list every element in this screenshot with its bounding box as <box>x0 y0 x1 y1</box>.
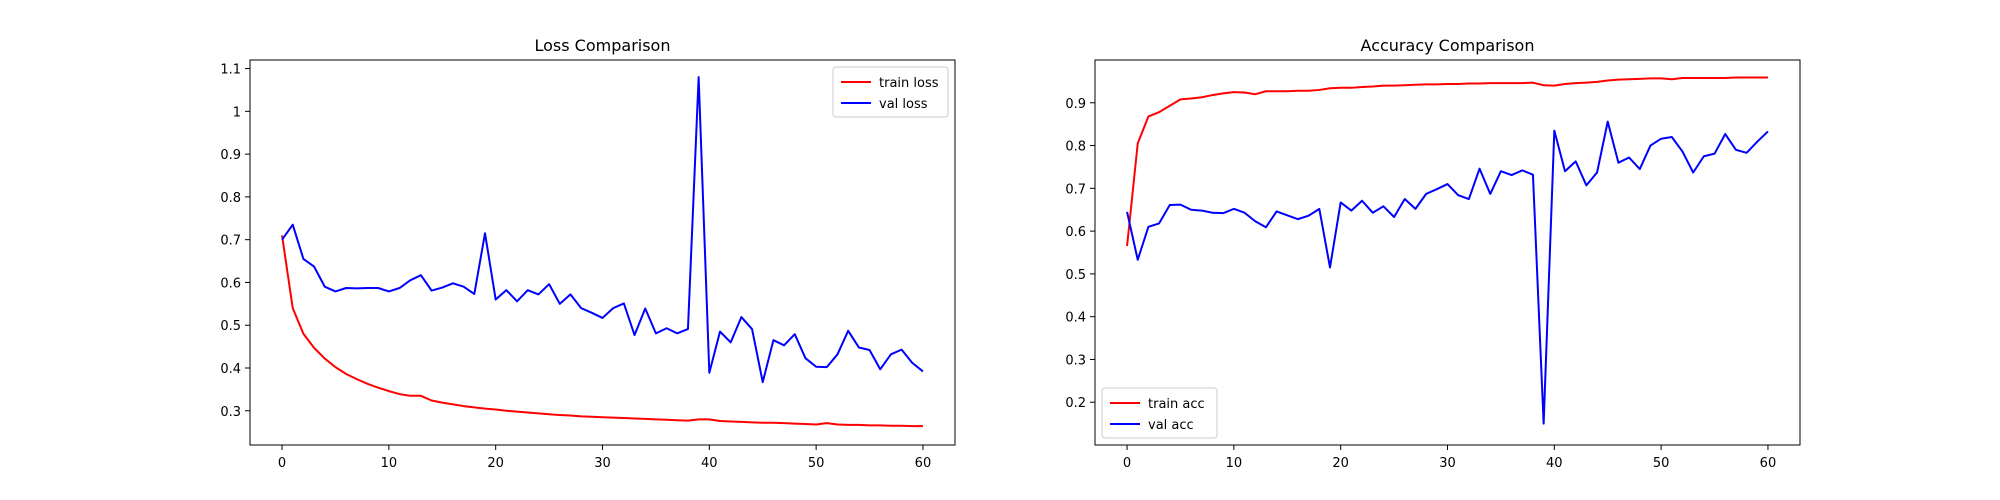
loss-y-tick-label: 1.1 <box>220 63 241 78</box>
loss-series-lines <box>281 76 924 428</box>
loss-x-tick-label: 50 <box>808 456 825 471</box>
accuracy-legend-box <box>1101 387 1218 439</box>
accuracy-y-tick-label: 0.5 <box>1065 268 1086 283</box>
loss-x-tick-label: 10 <box>381 456 398 471</box>
accuracy-series-lines <box>1126 76 1769 425</box>
accuracy-y-tick-label: 0.2 <box>1065 396 1086 411</box>
loss-y-tick-label: 0.7 <box>220 234 241 249</box>
accuracy-y-axis: 0.2 0.3 0.4 0.5 0.6 0.7 0.8 0.9 <box>1065 97 1095 411</box>
accuracy-chart: Accuracy Comparison 0 10 20 30 40 50 60 0.2 0.3… <box>1065 36 1801 471</box>
series-line-val-loss <box>281 76 924 384</box>
loss-chart: Loss Comparison 0 10 20 30 40 50 60 0.30.40.50… <box>220 36 956 471</box>
loss-y-tick-label: 0.8 <box>220 191 241 206</box>
loss-x-tick-label: 20 <box>487 456 504 471</box>
series-line-train-acc <box>1126 76 1768 247</box>
accuracy-x-tick-label: 60 <box>1760 456 1777 471</box>
accuracy-y-tick-label: 0.3 <box>1065 353 1086 368</box>
legend-label-train-acc: train acc <box>1148 397 1205 412</box>
loss-y-tick-label: 0.5 <box>220 319 241 334</box>
series-line-train-loss <box>281 235 923 428</box>
accuracy-y-tick-label: 0.6 <box>1065 225 1086 240</box>
loss-x-tick-label: 0 <box>278 456 286 471</box>
loss-x-tick-label: 30 <box>594 456 611 471</box>
accuracy-x-tick-label: 50 <box>1653 456 1670 471</box>
loss-legend: train loss val loss <box>832 66 949 118</box>
loss-legend-box <box>832 66 949 118</box>
loss-x-axis: 0 10 20 30 40 50 60 <box>278 445 931 471</box>
accuracy-x-tick-label: 20 <box>1332 456 1349 471</box>
loss-y-tick-label: 0.3 <box>220 405 241 420</box>
accuracy-y-tick-label: 0.4 <box>1065 311 1086 326</box>
accuracy-y-tick-label: 0.9 <box>1065 97 1086 112</box>
accuracy-legend: train acc val acc <box>1101 387 1218 439</box>
accuracy-x-tick-label: 10 <box>1226 456 1243 471</box>
accuracy-x-tick-label: 40 <box>1546 456 1563 471</box>
legend-label-val-acc: val acc <box>1148 418 1194 433</box>
loss-chart-title: Loss Comparison <box>535 36 671 55</box>
legend-label-val-loss: val loss <box>879 97 928 112</box>
loss-x-tick-label: 60 <box>915 456 932 471</box>
loss-y-tick-label: 0.4 <box>220 362 241 377</box>
accuracy-x-tick-label: 0 <box>1123 456 1131 471</box>
loss-y-tick-label: 0.9 <box>220 148 241 163</box>
loss-y-axis: 0.3 0.4 0.5 0.6 0.7 0.8 0.9 1 1.1 <box>220 63 250 420</box>
loss-y-tick-label: 1 <box>233 105 241 120</box>
accuracy-chart-title: Accuracy Comparison <box>1361 36 1535 55</box>
series-line-val-acc <box>1126 120 1769 425</box>
legend-label-train-loss: train loss <box>879 76 939 91</box>
accuracy-x-tick-label: 30 <box>1439 456 1456 471</box>
loss-x-tick-label: 40 <box>701 456 718 471</box>
accuracy-y-tick-label: 0.7 <box>1065 182 1086 197</box>
accuracy-x-axis: 0 10 20 30 40 50 60 <box>1123 445 1776 471</box>
loss-y-tick-label: 0.6 <box>220 276 241 291</box>
accuracy-y-tick-label: 0.8 <box>1065 140 1086 155</box>
